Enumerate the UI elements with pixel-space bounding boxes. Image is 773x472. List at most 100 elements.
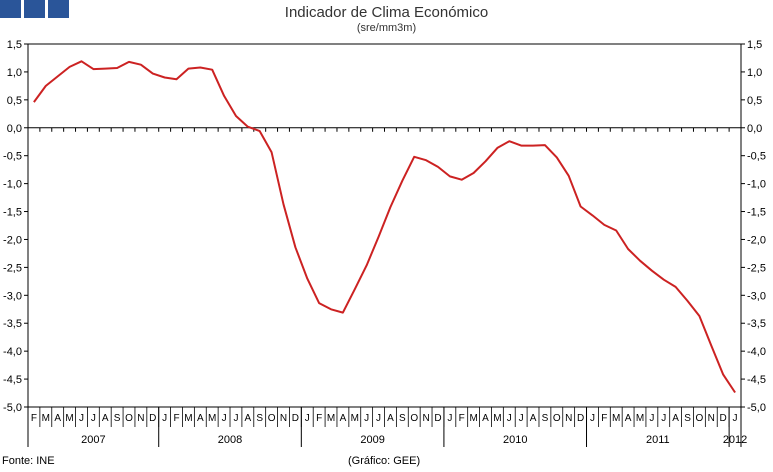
x-month-label: M — [493, 413, 501, 424]
logo-square — [48, 0, 69, 18]
x-month-label: F — [601, 413, 607, 424]
x-month-label: D — [292, 413, 299, 424]
x-month-label: S — [114, 413, 121, 424]
y-tick-label-right: -0,5 — [747, 151, 766, 163]
x-month-label: N — [565, 413, 572, 424]
x-year-label: 2011 — [646, 434, 670, 446]
y-tick-label-right: -2,5 — [747, 262, 766, 274]
y-tick-label-left: -2,0 — [3, 234, 22, 246]
y-tick-label-left: 1,0 — [7, 67, 22, 79]
y-tick-label-right: -3,0 — [747, 290, 766, 302]
y-tick-label-right: -5,0 — [747, 402, 766, 414]
x-month-label: M — [612, 413, 620, 424]
x-month-label: M — [65, 413, 73, 424]
x-month-label: J — [590, 413, 595, 424]
x-month-label: J — [519, 413, 524, 424]
y-tick-label-left: 0,5 — [7, 95, 22, 107]
chart-subtitle: (sre/mm3m) — [356, 22, 417, 34]
logo — [0, 0, 69, 18]
x-year-label: 2008 — [218, 434, 242, 446]
x-month-label: A — [102, 413, 109, 424]
x-month-label: M — [208, 413, 216, 424]
x-month-label: N — [708, 413, 715, 424]
y-tick-label-left: -3,0 — [3, 290, 22, 302]
x-month-label: N — [280, 413, 287, 424]
x-month-label: J — [233, 413, 238, 424]
x-month-label: J — [222, 413, 227, 424]
x-month-label: J — [305, 413, 310, 424]
x-month-label: O — [125, 413, 133, 424]
x-month-label: S — [542, 413, 549, 424]
x-month-label: J — [649, 413, 654, 424]
y-tick-label-right: -4,5 — [747, 374, 766, 386]
x-month-label: M — [184, 413, 192, 424]
x-month-label: J — [447, 413, 452, 424]
x-month-label: O — [410, 413, 418, 424]
y-tick-label-right: -1,0 — [747, 179, 766, 191]
logo-square — [0, 0, 21, 18]
y-tick-label-right: -2,0 — [747, 234, 766, 246]
x-year-label: 2012 — [723, 434, 747, 446]
y-tick-label-left: -5,0 — [3, 402, 22, 414]
x-month-label: A — [482, 413, 489, 424]
series-line — [33, 60, 736, 394]
x-month-label: A — [625, 413, 632, 424]
y-tick-label-left: -1,5 — [3, 207, 22, 219]
x-month-label: J — [733, 413, 738, 424]
source-note: Fonte: INE — [2, 455, 55, 467]
x-month-label: D — [720, 413, 727, 424]
y-tick-label-left: -2,5 — [3, 262, 22, 274]
x-month-label: S — [256, 413, 263, 424]
x-month-label: A — [387, 413, 394, 424]
x-month-label: F — [173, 413, 179, 424]
x-month-label: A — [340, 413, 347, 424]
chart-title: Indicador de Clima Económico — [284, 4, 489, 21]
x-month-label: F — [31, 413, 37, 424]
x-month-label: F — [316, 413, 322, 424]
x-month-label: J — [376, 413, 381, 424]
x-month-label: D — [149, 413, 156, 424]
y-tick-label-left: 1,5 — [7, 39, 22, 51]
y-tick-label-left: -4,5 — [3, 374, 22, 386]
y-tick-label-left: -1,0 — [3, 179, 22, 191]
x-month-label: M — [469, 413, 477, 424]
logo-square — [24, 0, 45, 18]
y-tick-label-left: -3,5 — [3, 318, 22, 330]
y-tick-label-right: 0,0 — [747, 123, 762, 135]
x-month-label: J — [79, 413, 84, 424]
y-tick-label-left: -0,5 — [3, 151, 22, 163]
x-month-label: M — [327, 413, 335, 424]
credit-note: (Gráfico: GEE) — [348, 455, 421, 467]
y-tick-label-right: 1,0 — [747, 67, 762, 79]
x-month-label: A — [672, 413, 679, 424]
x-month-label: F — [459, 413, 465, 424]
x-month-label: D — [577, 413, 584, 424]
x-month-label: J — [364, 413, 369, 424]
x-month-label: A — [197, 413, 204, 424]
x-month-label: J — [162, 413, 167, 424]
x-month-label: M — [351, 413, 359, 424]
y-tick-label-right: 1,5 — [747, 39, 762, 51]
x-month-label: S — [684, 413, 691, 424]
x-year-label: 2010 — [503, 434, 527, 446]
x-month-label: J — [661, 413, 666, 424]
y-tick-label-right: -4,0 — [747, 346, 766, 358]
x-month-label: J — [91, 413, 96, 424]
y-tick-label-right: -3,5 — [747, 318, 766, 330]
x-year-label: 2007 — [81, 434, 105, 446]
x-month-label: D — [434, 413, 441, 424]
x-month-label: S — [399, 413, 406, 424]
x-month-label: M — [636, 413, 644, 424]
x-month-label: M — [42, 413, 50, 424]
y-tick-label-left: -4,0 — [3, 346, 22, 358]
x-month-label: J — [507, 413, 512, 424]
x-month-label: A — [530, 413, 537, 424]
x-month-label: O — [553, 413, 561, 424]
y-tick-label-left: 0,0 — [7, 123, 22, 135]
x-year-label: 2009 — [360, 434, 384, 446]
x-month-label: O — [268, 413, 276, 424]
x-month-label: N — [137, 413, 144, 424]
y-tick-label-right: 0,5 — [747, 95, 762, 107]
x-month-label: A — [54, 413, 61, 424]
